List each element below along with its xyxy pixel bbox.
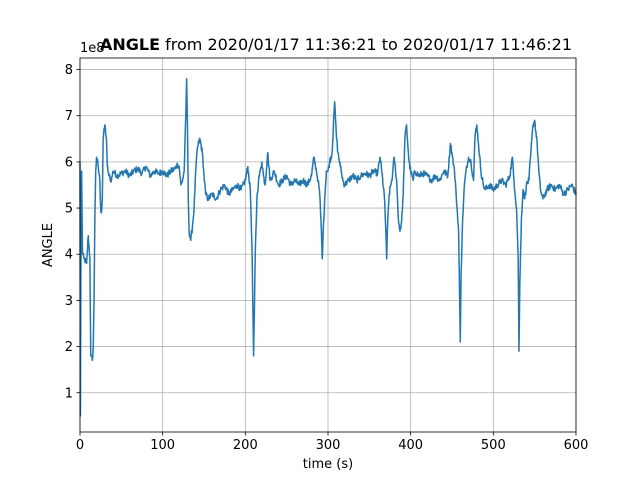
chart-title-rest: from 2020/01/17 11:36:21 to 2020/01/17 1… — [160, 35, 572, 54]
x-tick-label: 200 — [233, 438, 258, 453]
chart-title: ANGLE from 2020/01/17 11:36:21 to 2020/0… — [100, 35, 572, 54]
y-axis-label: ANGLE — [41, 223, 56, 267]
y-axis-offset-label: 1e8 — [80, 41, 105, 56]
y-tick-label: 4 — [65, 248, 73, 263]
chart-title-bold: ANGLE — [100, 35, 160, 54]
series-line — [79, 78, 577, 417]
x-tick-label: 600 — [564, 438, 589, 453]
y-tick-label: 8 — [65, 63, 73, 78]
y-tick-label: 5 — [65, 202, 73, 217]
x-tick-label: 500 — [481, 438, 506, 453]
x-tick-label: 0 — [76, 438, 84, 453]
y-tick-label: 3 — [65, 294, 73, 309]
x-tick-label: 100 — [150, 438, 175, 453]
y-tick-label: 7 — [65, 109, 73, 124]
x-axis-label: time (s) — [303, 457, 353, 472]
y-axis-ticks: 1 2 3 4 5 6 7 8 — [65, 63, 80, 401]
y-tick-label: 1 — [65, 386, 73, 401]
y-tick-label: 2 — [65, 340, 73, 355]
grid-lines — [79, 58, 577, 432]
y-tick-label: 6 — [65, 155, 73, 170]
x-axis-ticks: 0 100 200 300 400 500 600 — [76, 432, 589, 453]
x-tick-label: 300 — [316, 438, 341, 453]
x-tick-label: 400 — [398, 438, 423, 453]
data-series — [79, 78, 577, 417]
